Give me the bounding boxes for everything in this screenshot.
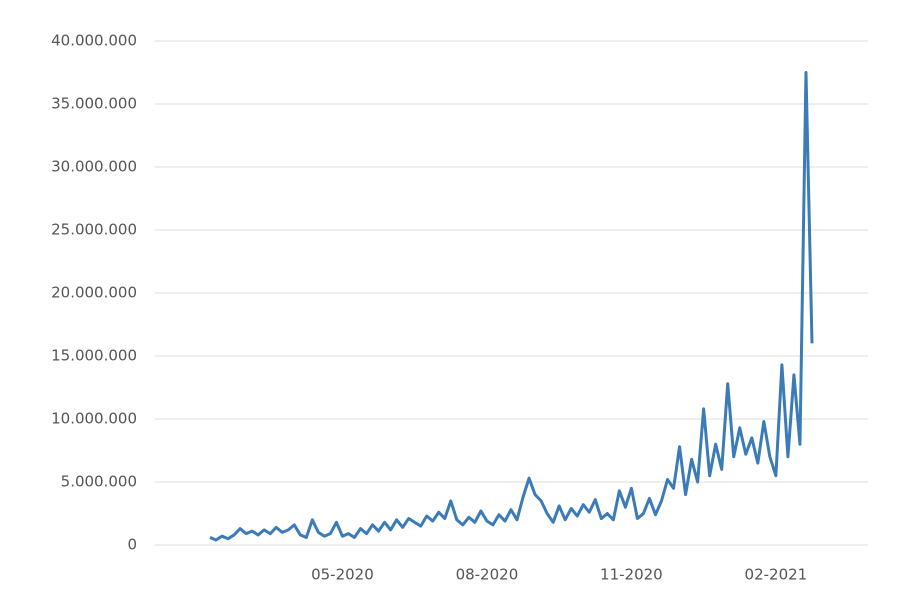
y-tick-label: 25.000.000 [51,221,137,239]
y-tick-label: 20.000.000 [51,284,137,302]
x-tick-label: 11-2020 [600,566,663,584]
y-tick-label: 40.000.000 [51,32,137,50]
y-tick-label: 0 [127,536,137,554]
x-tick-label: 08-2020 [456,566,519,584]
line [209,71,814,542]
y-tick-label: 35.000.000 [51,95,137,113]
y-tick-label: 10.000.000 [51,410,137,428]
x-tick-label: 05-2020 [311,566,374,584]
y-tick-label: 15.000.000 [51,347,137,365]
x-tick-label: 02-2021 [745,566,808,584]
y-tick-label: 30.000.000 [51,158,137,176]
y-tick-label: 5.000.000 [61,473,137,491]
